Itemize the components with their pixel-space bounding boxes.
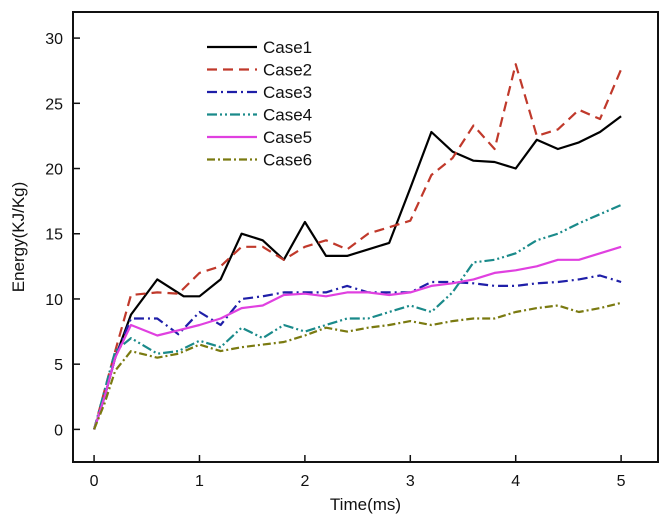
x-tick-label: 5 bbox=[617, 473, 626, 490]
x-tick-label: 1 bbox=[195, 473, 204, 490]
x-tick-label: 0 bbox=[90, 473, 99, 490]
y-tick-label: 20 bbox=[45, 162, 63, 179]
legend-label-case4: Case4 bbox=[263, 106, 312, 125]
x-axis-title: Time(ms) bbox=[330, 495, 401, 514]
legend-label-case1: Case1 bbox=[263, 38, 312, 57]
y-tick-label: 25 bbox=[45, 96, 63, 113]
legend: Case1 Case2 Case3 Case4 Case5 Case6 bbox=[207, 38, 312, 170]
series-line-case2 bbox=[93, 63, 623, 430]
y-axis-title: Energy(KJ/Kg) bbox=[9, 182, 28, 293]
y-tick-label: 0 bbox=[54, 422, 63, 439]
series-line-case6 bbox=[93, 301, 622, 430]
plot-area-frame bbox=[72, 11, 659, 463]
series-line-case4 bbox=[93, 203, 622, 430]
y-tick-label: 15 bbox=[45, 227, 63, 244]
y-tick-label: 5 bbox=[54, 357, 63, 374]
x-tick-label: 4 bbox=[511, 473, 520, 490]
series-line-case5 bbox=[93, 245, 622, 430]
series-line-case3 bbox=[93, 274, 622, 430]
legend-label-case3: Case3 bbox=[263, 83, 312, 102]
x-tick-label: 2 bbox=[300, 473, 309, 490]
y-tick-label: 30 bbox=[45, 31, 63, 48]
legend-label-case6: Case6 bbox=[263, 151, 312, 170]
legend-label-case2: Case2 bbox=[263, 61, 312, 80]
y-tick-label: 10 bbox=[45, 292, 63, 309]
ticks-layer: 0 1 2 3 4 5 0 5 10 15 20 25 30 bbox=[45, 31, 625, 490]
legend-label-case5: Case5 bbox=[263, 128, 312, 147]
series-line-case1 bbox=[93, 115, 622, 430]
series-layer bbox=[93, 63, 623, 430]
x-tick-label: 3 bbox=[406, 473, 415, 490]
